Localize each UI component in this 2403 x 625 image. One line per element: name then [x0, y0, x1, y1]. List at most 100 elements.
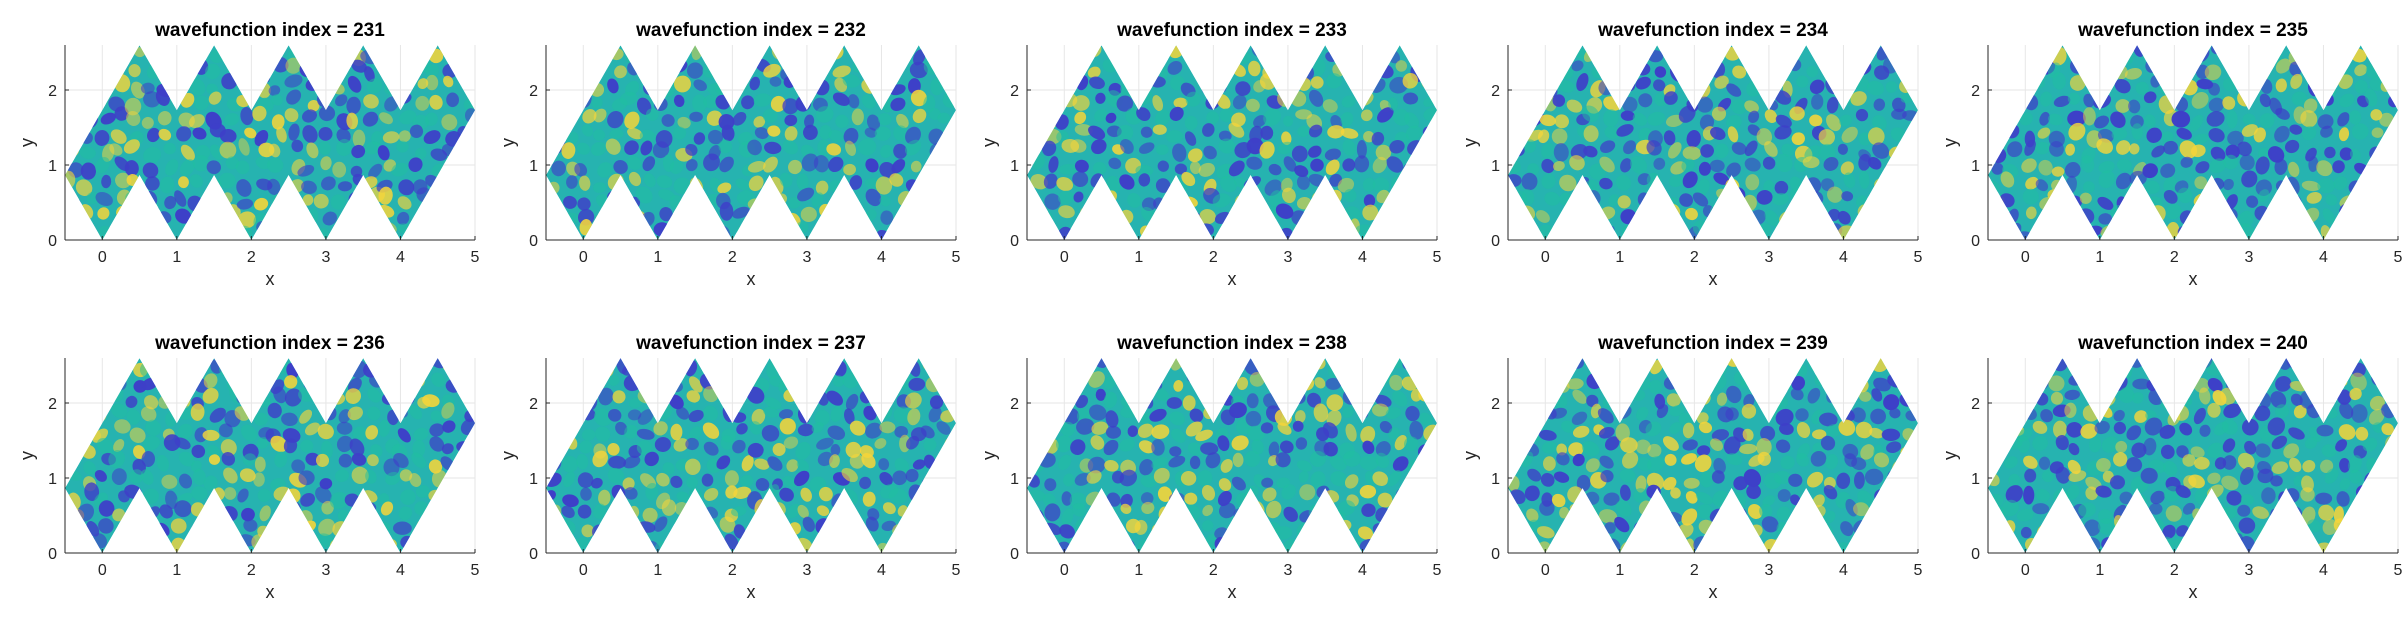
x-tick-label: 0	[1060, 249, 1069, 266]
field-lobe	[1033, 207, 1045, 219]
field-lobe	[2110, 475, 2125, 490]
field-lobe	[565, 407, 578, 422]
field-lobe	[1656, 404, 1669, 419]
field-lobe	[1851, 407, 1866, 423]
field-lobe	[2239, 210, 2254, 228]
y-tick-label: 1	[529, 471, 538, 488]
field-lobe	[1363, 358, 1378, 369]
field-lobe	[1259, 141, 1275, 159]
field-lobe	[1553, 143, 1569, 162]
field-lobe	[77, 359, 92, 373]
field-lobe	[415, 485, 430, 498]
field-lobe	[1169, 106, 1184, 122]
field-lobe	[65, 520, 76, 536]
field-lobe	[888, 488, 908, 504]
field-lobe	[130, 520, 147, 536]
field-lobe	[1527, 468, 1542, 482]
field-lobe	[1375, 144, 1392, 161]
field-lobe	[1858, 391, 1872, 402]
field-lobe	[2270, 475, 2283, 487]
field-lobe	[928, 492, 946, 509]
field-lobe	[1386, 156, 1404, 173]
field-lobe	[337, 181, 353, 192]
field-lobe	[254, 456, 266, 472]
field-lobe	[1402, 73, 1419, 89]
field-lobe	[738, 358, 754, 373]
field-lobe	[1235, 81, 1251, 96]
field-lobe	[1073, 191, 1084, 203]
field-lobe	[1855, 108, 1869, 122]
field-lobe	[267, 157, 284, 173]
field-lobe	[1669, 405, 1685, 417]
field-lobe	[1201, 485, 1216, 501]
field-lobe	[1295, 358, 1309, 370]
field-lobe	[320, 61, 337, 77]
field-lobe	[577, 504, 592, 519]
field-lobe	[124, 97, 142, 116]
field-lobe	[1362, 440, 1375, 454]
field-lobe	[178, 176, 189, 189]
field-lobe	[347, 75, 362, 93]
field-lobe	[2094, 420, 2110, 435]
field-lobe	[688, 409, 704, 423]
field-lobe	[594, 533, 606, 549]
field-lobe	[1790, 388, 1804, 401]
field-lobe	[1308, 145, 1322, 158]
field-lobe	[1858, 225, 1873, 240]
field-lobe	[551, 160, 566, 177]
field-lobe	[923, 438, 937, 452]
field-lobe	[368, 163, 383, 179]
field-lobe	[562, 494, 579, 508]
field-lobe	[291, 459, 306, 474]
field-lobe	[1620, 437, 1638, 453]
field-lobe	[1236, 376, 1249, 391]
field-lobe	[2381, 455, 2396, 470]
field-lobe	[893, 143, 908, 159]
field-lobe	[318, 141, 331, 156]
y-tick-label: 2	[529, 83, 538, 100]
field-lobe	[563, 78, 578, 93]
field-lobe	[2286, 228, 2300, 241]
field-lobe	[749, 45, 765, 58]
field-lobe	[2339, 458, 2351, 473]
field-lobe	[2318, 504, 2335, 521]
field-lobe	[732, 439, 746, 454]
field-lobe	[449, 500, 463, 518]
field-lobe	[2253, 127, 2266, 143]
field-lobe	[2277, 195, 2292, 211]
field-lobe	[1203, 145, 1217, 160]
field-lobe	[1685, 372, 1698, 387]
field-lobe	[783, 436, 799, 449]
field-lobe	[940, 207, 954, 220]
field-lobe	[1070, 139, 1087, 153]
field-lobe	[1855, 421, 1873, 439]
field-lobe	[347, 406, 363, 421]
field-lobe	[2097, 518, 2116, 535]
field-lobe	[1795, 508, 1812, 522]
field-lobe	[1826, 96, 1839, 114]
field-lobe	[1059, 76, 1071, 90]
field-lobe	[1581, 105, 1599, 123]
field-lobe	[1713, 172, 1730, 185]
field-lobe	[748, 175, 764, 192]
field-lobe	[98, 500, 115, 517]
field-lobe	[2038, 536, 2051, 549]
field-lobe	[123, 139, 140, 154]
field-lobe	[1711, 541, 1725, 553]
field-lobe	[1568, 517, 1586, 536]
field-lobe	[1169, 446, 1182, 457]
field-lobe	[2384, 503, 2397, 516]
field-lobe	[859, 476, 872, 490]
field-lobe	[174, 437, 191, 450]
field-lobe	[1363, 194, 1376, 208]
field-lobe	[1343, 450, 1361, 467]
field-lobe	[1763, 45, 1781, 58]
field-lobe	[241, 76, 256, 89]
field-lobe	[1742, 428, 1754, 441]
field-lobe	[1072, 171, 1089, 188]
field-lobe	[910, 160, 922, 173]
field-lobe	[126, 230, 138, 241]
x-tick-label: 1	[653, 249, 662, 266]
field-lobe	[113, 541, 125, 553]
